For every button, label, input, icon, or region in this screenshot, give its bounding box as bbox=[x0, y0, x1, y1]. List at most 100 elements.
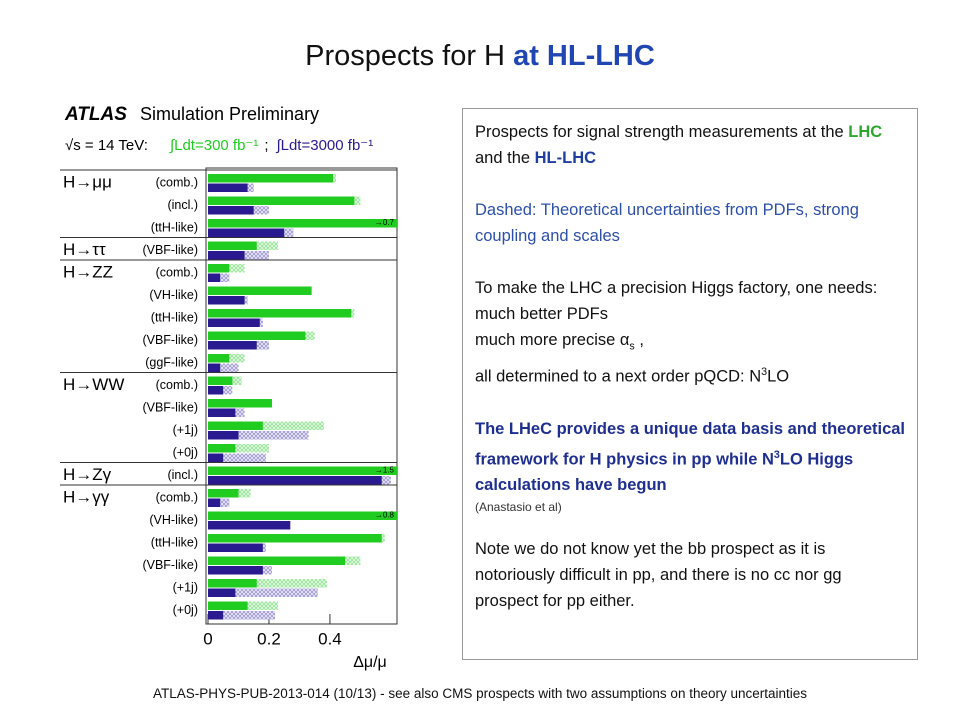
bar bbox=[208, 174, 333, 183]
theory-bar bbox=[354, 196, 361, 205]
bar bbox=[208, 296, 245, 305]
theory-bar bbox=[232, 376, 242, 385]
group-label: H→μμ bbox=[63, 173, 112, 192]
theory-bar bbox=[253, 206, 269, 215]
bar bbox=[208, 489, 239, 498]
theory-bar bbox=[256, 241, 279, 250]
text-run: 3 bbox=[761, 366, 768, 379]
bar bbox=[208, 521, 291, 530]
theory-bar bbox=[256, 341, 269, 350]
paragraph: (Anastasio et al) bbox=[475, 498, 905, 516]
theory-bar bbox=[381, 476, 391, 485]
bar bbox=[208, 318, 260, 327]
bar bbox=[208, 511, 397, 520]
theory-bar bbox=[223, 386, 233, 395]
text-box: Prospects for signal strength measuremen… bbox=[462, 108, 918, 660]
text-run: at HL-LHC bbox=[513, 40, 655, 72]
bar bbox=[208, 363, 221, 372]
chart: ATLAS Simulation Preliminary √s = 14 TeV… bbox=[60, 104, 398, 671]
category-label: (ttH-like) bbox=[151, 536, 198, 550]
category-label: (ggF-like) bbox=[145, 356, 198, 370]
text-run: LO Higgs calculations have begun bbox=[475, 450, 854, 495]
bar bbox=[208, 556, 346, 565]
paragraph: Dashed: Theoretical uncertainties from P… bbox=[475, 197, 905, 249]
theory-bar bbox=[247, 183, 254, 192]
annotation: →0.8 bbox=[375, 511, 395, 520]
bar bbox=[208, 376, 233, 385]
bar bbox=[208, 566, 263, 575]
category-label: (VBF-like) bbox=[142, 401, 198, 415]
theory-bar bbox=[247, 601, 279, 610]
theory-bar bbox=[220, 363, 239, 372]
paragraph: The LHeC provides a unique data basis an… bbox=[475, 416, 905, 499]
bar bbox=[208, 498, 221, 507]
bar bbox=[208, 309, 352, 318]
group-label: H→WW bbox=[63, 375, 124, 394]
status-label: Simulation Preliminary bbox=[140, 104, 319, 124]
bars bbox=[208, 174, 397, 620]
legend-separator: ; bbox=[264, 137, 268, 154]
theory-bar bbox=[345, 556, 361, 565]
category-label: (ttH-like) bbox=[151, 311, 198, 325]
bar bbox=[208, 386, 224, 395]
text-run: 3 bbox=[773, 448, 780, 461]
bar bbox=[208, 408, 236, 417]
bar bbox=[208, 399, 273, 408]
slide-title: Prospects for H at HL-LHC bbox=[0, 40, 960, 73]
category-label: (incl.) bbox=[167, 198, 198, 212]
text-run: To make the LHC a precision Higgs factor… bbox=[475, 279, 878, 323]
theory-bar bbox=[244, 296, 248, 305]
plot-frame bbox=[205, 167, 398, 625]
text-run: much more precise α bbox=[475, 331, 630, 349]
category-label: (comb.) bbox=[156, 378, 198, 392]
x-tick-label: 0.2 bbox=[257, 629, 281, 648]
category-label: (incl.) bbox=[167, 468, 198, 482]
category-label: (VBF-like) bbox=[142, 243, 198, 257]
category-label: (VBF-like) bbox=[142, 333, 198, 347]
bar bbox=[208, 206, 254, 215]
category-label: (comb.) bbox=[156, 266, 198, 280]
theory-bar bbox=[259, 318, 263, 327]
bar bbox=[208, 444, 236, 453]
text-run: and the bbox=[475, 149, 535, 167]
text-run: Note we do not know yet the bb prospect … bbox=[475, 540, 842, 611]
theory-bar bbox=[256, 579, 327, 588]
bar bbox=[208, 273, 221, 282]
legend-entry: ∫Ldt=3000 fb⁻¹ bbox=[276, 137, 374, 154]
group-label: H→γγ bbox=[63, 488, 110, 507]
theory-bar bbox=[381, 534, 385, 543]
theory-bar bbox=[229, 264, 245, 273]
theory-bar bbox=[220, 498, 230, 507]
theory-bar bbox=[262, 421, 324, 430]
theory-bar bbox=[235, 444, 269, 453]
annotation: →0.7 bbox=[375, 218, 395, 227]
text-run: all determined to a next order pQCD: N bbox=[475, 367, 762, 386]
theory-bar bbox=[305, 331, 315, 340]
bar bbox=[208, 421, 263, 430]
category-label: (+1j) bbox=[173, 423, 198, 437]
category-label: (comb.) bbox=[156, 491, 198, 505]
category-label: (VH-like) bbox=[149, 513, 198, 527]
energy-label: √s = 14 TeV: bbox=[65, 137, 148, 154]
category-label: (VBF-like) bbox=[142, 558, 198, 572]
theory-bar bbox=[262, 566, 273, 575]
bar bbox=[208, 219, 397, 228]
text-run: s bbox=[629, 340, 635, 353]
bar bbox=[208, 228, 285, 237]
text-run: The LHeC provides a unique data basis an… bbox=[475, 419, 906, 469]
bar bbox=[208, 341, 257, 350]
category-label: (+0j) bbox=[173, 603, 198, 617]
theory-bar bbox=[244, 251, 269, 260]
bar bbox=[208, 183, 248, 192]
theory-bar bbox=[262, 543, 266, 552]
theory-bar bbox=[351, 309, 355, 318]
theory-bar bbox=[223, 611, 276, 620]
text-run: LHC bbox=[848, 123, 883, 141]
x-tick-label: 0 bbox=[203, 629, 212, 648]
bar bbox=[208, 196, 355, 205]
group-label: H→Zγ bbox=[63, 465, 112, 484]
category-label: (comb.) bbox=[156, 176, 198, 190]
category-label: (VH-like) bbox=[149, 288, 198, 302]
theory-bar bbox=[284, 228, 294, 237]
